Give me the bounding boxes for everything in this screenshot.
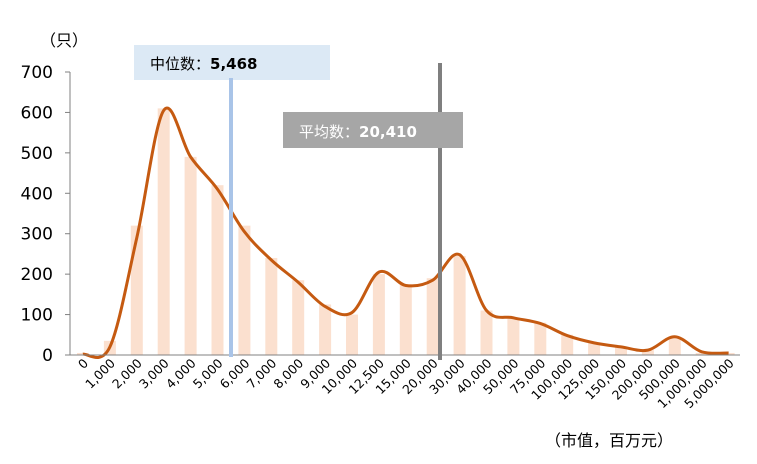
bar: [668, 336, 681, 355]
y-tick-label: 700: [21, 63, 53, 83]
y-tick-label: 100: [21, 306, 53, 326]
bar: [561, 334, 574, 355]
y-tick-label: 500: [21, 144, 53, 164]
x-tick-label: 4,000: [163, 355, 199, 391]
bar: [534, 322, 547, 355]
bar: [265, 257, 278, 355]
y-tick-label: 600: [21, 103, 53, 123]
x-tick-label: 7,000: [244, 355, 280, 391]
mean-label-box: [283, 112, 463, 148]
bar: [426, 278, 439, 355]
bar: [157, 108, 170, 355]
y-tick-group: 0 100 200 300 400 500 600 700: [21, 63, 70, 366]
median-label: 中位数：5,468: [150, 55, 257, 73]
y-tick-label: 400: [21, 184, 53, 204]
y-axis-unit: （只）: [40, 31, 88, 50]
y-tick-label: 300: [21, 225, 53, 245]
x-axis-unit: （市值，百万元）: [545, 431, 673, 450]
x-tick-label: 1,000: [82, 355, 118, 391]
bar: [238, 225, 251, 355]
bar: [641, 350, 654, 355]
bar: [130, 225, 143, 355]
bar-group: [77, 108, 735, 355]
bar: [722, 352, 735, 355]
median-label-value: 5,468: [210, 55, 257, 73]
median-label-box: [134, 45, 330, 80]
x-tick-label: 2,000: [109, 355, 145, 391]
x-tick-label: 3,000: [136, 355, 172, 391]
bar: [372, 274, 385, 355]
bar: [184, 156, 197, 355]
bar: [615, 346, 627, 355]
x-tick-label: 5,000: [190, 355, 226, 391]
bar: [588, 342, 601, 355]
x-tick-label: 0: [75, 355, 91, 371]
x-tick-group: 01,0002,0003,0004,0005,0006,0007,0008,00…: [75, 355, 737, 411]
bar: [292, 280, 305, 355]
bar: [507, 318, 520, 355]
bar: [211, 185, 224, 355]
mean-label-value: 20,410: [359, 123, 417, 141]
bar: [453, 255, 466, 355]
bar: [480, 310, 493, 355]
mean-label-prefix: 平均数：: [299, 123, 359, 141]
median-label-prefix: 中位数：: [150, 55, 210, 73]
mean-label: 平均数：20,410: [299, 123, 417, 141]
x-tick-label: 6,000: [217, 355, 253, 391]
x-tick-label: 8,000: [270, 355, 306, 391]
bar: [695, 352, 708, 355]
bar: [319, 304, 332, 355]
bar: [346, 314, 358, 355]
y-tick-label: 200: [21, 265, 53, 285]
axes: [69, 72, 740, 356]
y-tick-label: 0: [42, 346, 53, 366]
distribution-curve: [82, 106, 729, 359]
bar: [399, 284, 412, 355]
